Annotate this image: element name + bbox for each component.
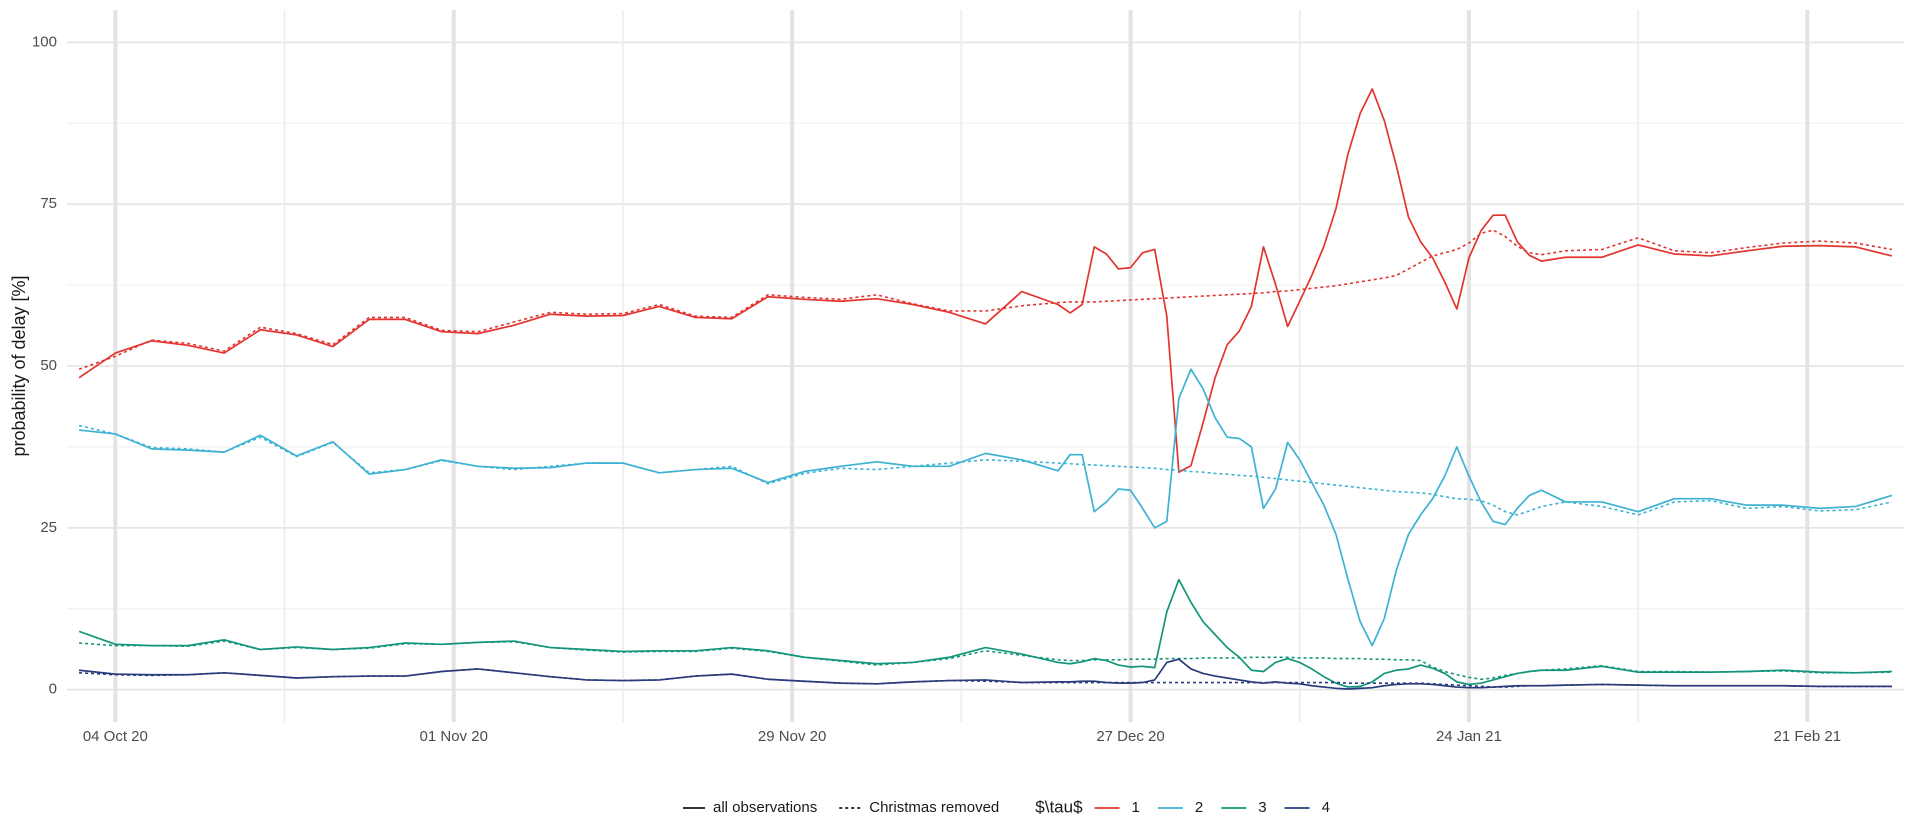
- legend-label: 1: [1132, 799, 1140, 816]
- legend: all observations Christmas removed $\tau$ 1…: [683, 797, 1330, 816]
- legend-label: Christmas removed: [869, 799, 999, 816]
- x-tick-label: 29 Nov 20: [758, 728, 826, 745]
- x-tick-label: 01 Nov 20: [420, 728, 488, 745]
- y-tick-label: 50: [40, 357, 57, 374]
- series-line: [78, 578, 1892, 688]
- series-line: [78, 368, 1893, 647]
- series-line: [79, 668, 1892, 688]
- y-tick-label: 0: [49, 681, 57, 698]
- series-line: [78, 424, 1893, 516]
- legend-label: 2: [1195, 799, 1203, 816]
- series-line: [78, 88, 1893, 473]
- legend-label: 3: [1258, 799, 1266, 816]
- x-tick-label: 27 Dec 20: [1096, 728, 1164, 745]
- series-line: [78, 229, 1893, 370]
- x-tick-label: 04 Oct 20: [83, 728, 148, 745]
- lines: [78, 88, 1893, 690]
- legend-label: 4: [1322, 799, 1330, 816]
- series-line: [79, 640, 1892, 681]
- y-tick-label: 100: [32, 33, 57, 50]
- x-tick-label: 21 Feb 21: [1774, 728, 1842, 745]
- y-tick-label: 75: [40, 195, 57, 212]
- x-tick-label: 24 Jan 21: [1436, 728, 1502, 745]
- legend-label: all observations: [713, 799, 817, 816]
- legend-title: $\tau$: [1035, 797, 1083, 816]
- y-tick-label: 25: [40, 519, 57, 536]
- y-axis-label: probability of delay [%]: [9, 275, 29, 456]
- grid: 0 25 50 75 100 04 Oct 20 01 Nov 20 29 Nov 20 27 …: [32, 10, 1904, 745]
